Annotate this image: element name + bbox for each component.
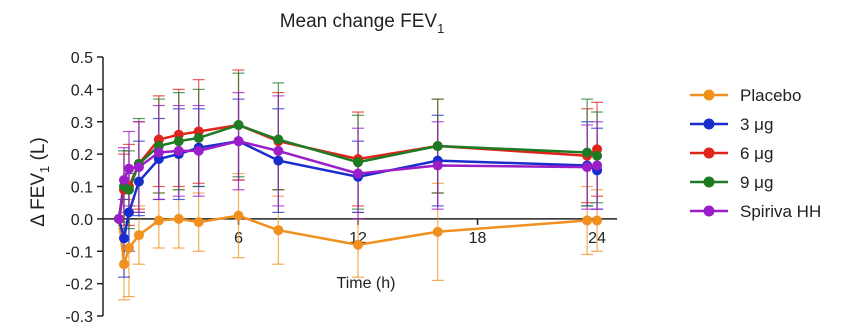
legend-label: 6 μg	[740, 144, 773, 163]
data-point	[193, 217, 204, 228]
y-tick-label: -0.3	[65, 309, 93, 326]
data-point	[123, 207, 134, 218]
data-point	[193, 145, 204, 156]
y-tick-label: 0.4	[71, 82, 93, 99]
legend-marker	[703, 205, 715, 217]
data-point	[582, 162, 593, 173]
data-point	[118, 259, 129, 270]
data-point	[353, 157, 364, 168]
legend-label: Spiriva HH	[740, 202, 821, 221]
y-axis-title-suffix: (L)	[28, 137, 49, 166]
data-point	[123, 243, 134, 254]
data-point	[273, 155, 284, 166]
data-point	[173, 145, 184, 156]
data-point	[133, 176, 144, 187]
data-point	[432, 226, 443, 237]
data-point	[582, 147, 593, 158]
data-point	[123, 163, 134, 174]
data-point	[273, 134, 284, 145]
data-point	[273, 225, 284, 236]
data-point	[133, 162, 144, 173]
chart-title-subscript: 1	[437, 21, 444, 36]
data-point	[118, 175, 129, 186]
data-point	[233, 119, 244, 130]
data-point	[592, 160, 603, 171]
data-point	[592, 215, 603, 226]
data-point	[153, 215, 164, 226]
legend-marker	[703, 89, 715, 101]
x-axis-title: Time (h)	[337, 275, 396, 292]
data-point	[273, 145, 284, 156]
legend-label: 3 μg	[740, 115, 773, 134]
data-point	[432, 141, 443, 152]
legend-label: Placebo	[740, 86, 801, 105]
data-point	[173, 136, 184, 147]
data-point	[123, 184, 134, 195]
x-tick-label: 18	[469, 230, 487, 247]
legend-marker	[703, 176, 715, 188]
data-point	[193, 132, 204, 143]
data-point	[173, 213, 184, 224]
y-axis-title-subscript: 1	[37, 166, 52, 173]
legend-marker	[703, 147, 715, 159]
y-axis-title: Δ FEV1 (L)	[28, 137, 52, 227]
data-point	[153, 147, 164, 158]
data-point	[114, 213, 124, 224]
data-point	[432, 160, 443, 171]
y-tick-label: -0.1	[65, 244, 93, 261]
y-tick-label: -0.2	[65, 277, 93, 294]
data-point	[133, 230, 144, 241]
data-point	[233, 136, 244, 147]
axes: 0.50.40.30.20.10.0-0.1-0.2-0.36121824	[65, 50, 617, 326]
data-point	[118, 233, 129, 244]
data-point	[582, 215, 593, 226]
chart-title: Mean change FEV1	[280, 11, 445, 36]
y-tick-label: 0.0	[71, 212, 93, 229]
legend-label: 9 μg	[740, 173, 773, 192]
error-bars	[117, 69, 604, 301]
y-tick-label: 0.3	[71, 115, 93, 132]
data-point	[233, 210, 244, 221]
y-tick-label: 0.1	[71, 180, 93, 197]
y-tick-label: 0.5	[71, 50, 93, 67]
legend: Placebo 3 μg 6 μg 9 μg Spiriva HH	[690, 86, 821, 221]
series-points	[114, 119, 603, 270]
data-point	[353, 239, 364, 250]
y-tick-label: 0.2	[71, 147, 93, 164]
data-point	[592, 150, 603, 161]
legend-marker	[703, 118, 715, 130]
data-point	[353, 168, 364, 179]
